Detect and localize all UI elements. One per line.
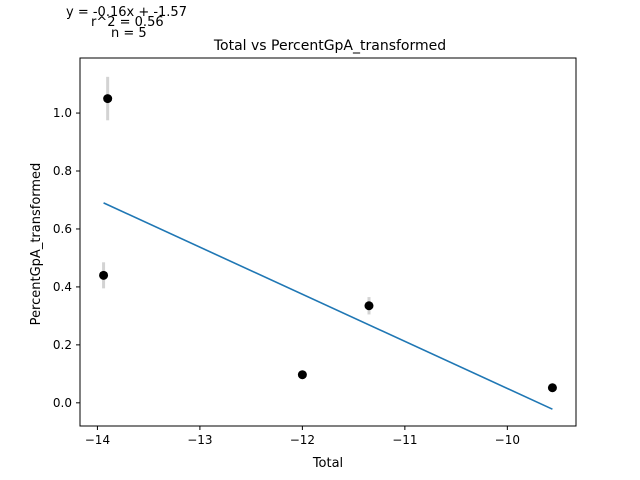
y-axis-ticks: 0.0 0.2 0.4 0.6 0.8 1.0 xyxy=(53,106,80,410)
chart-title: Total vs PercentGpA_transformed xyxy=(213,38,446,54)
data-point xyxy=(547,383,557,393)
x-tick-label: −10 xyxy=(495,433,520,447)
y-tick-label: 0.8 xyxy=(53,164,72,178)
y-tick-label: 0.2 xyxy=(53,338,72,352)
data-point xyxy=(103,94,113,104)
y-tick-label: 1.0 xyxy=(53,106,72,120)
data-point xyxy=(99,270,109,280)
x-tick-label: −14 xyxy=(85,433,110,447)
fit-line-layer xyxy=(103,202,553,410)
points-layer xyxy=(99,94,557,393)
x-axis-label: Total xyxy=(312,456,343,471)
x-tick-label: −12 xyxy=(290,433,315,447)
sample-count-text: n = 5 xyxy=(111,26,147,41)
x-axis-ticks: −14 −13 −12 −11 −10 xyxy=(85,426,520,447)
axes-frame xyxy=(79,57,577,427)
regression-line xyxy=(103,202,553,410)
y-tick-label: 0.0 xyxy=(53,396,72,410)
fit-equation-text: y = -0.16x + -1.57 xyxy=(66,5,187,20)
x-tick-label: −13 xyxy=(187,433,212,447)
y-axis-label: PercentGpA_transformed xyxy=(29,163,44,326)
data-point xyxy=(364,301,374,311)
x-tick-label: −11 xyxy=(392,433,417,447)
r-squared-text: r^2 = 0.56 xyxy=(91,15,164,30)
y-tick-label: 0.6 xyxy=(53,222,72,236)
y-tick-label: 0.4 xyxy=(53,280,72,294)
data-point xyxy=(297,370,307,380)
